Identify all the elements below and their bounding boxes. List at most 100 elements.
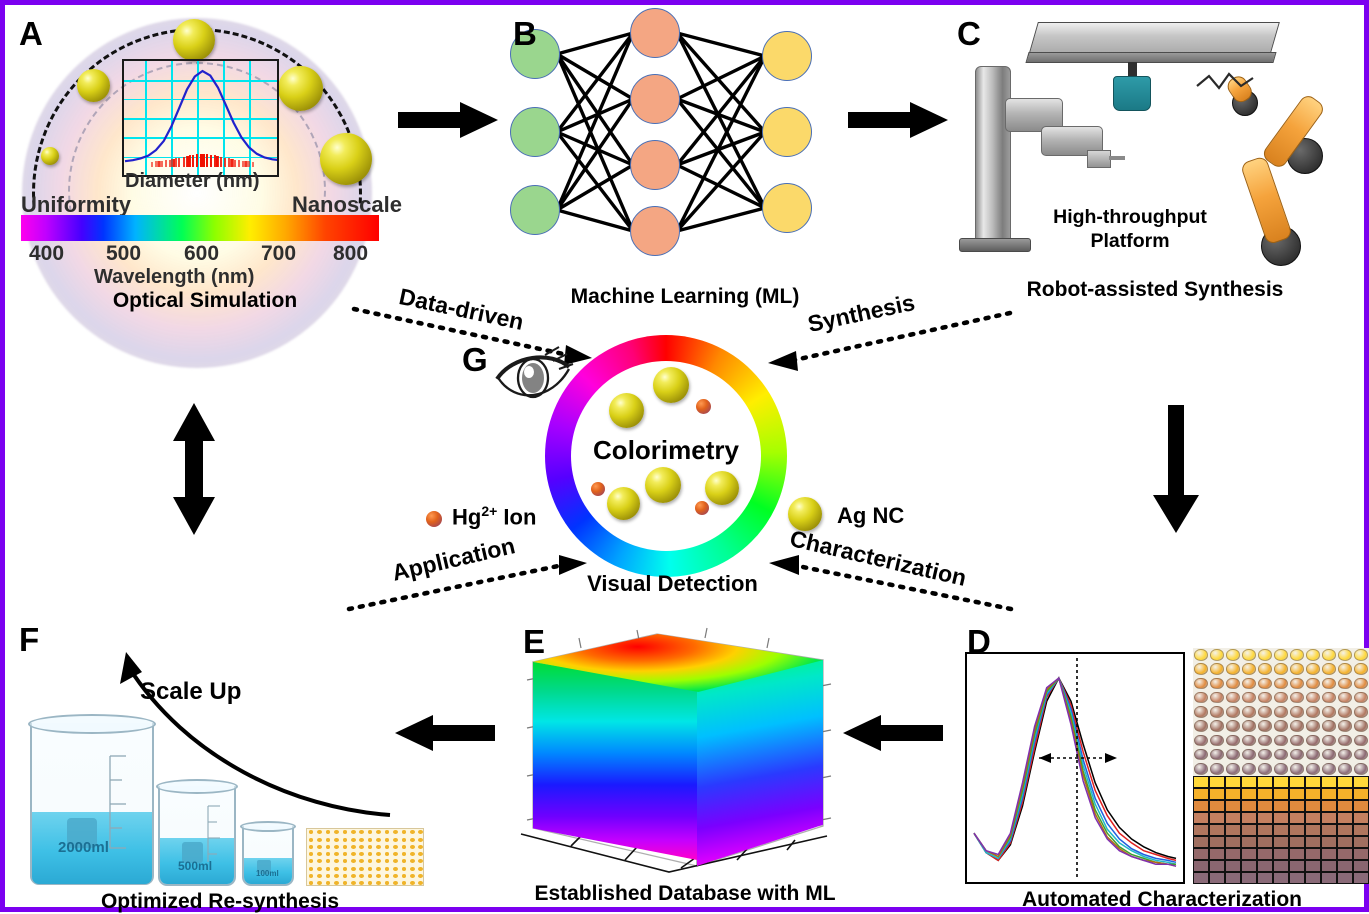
rug-tick	[202, 154, 205, 167]
plate-well	[1338, 706, 1352, 718]
microarray-dot	[342, 881, 348, 885]
beaker-medium-volume: 500ml	[178, 859, 213, 873]
plate-swatch	[1305, 788, 1321, 800]
plate-well	[1290, 720, 1304, 732]
plate-well	[1338, 691, 1352, 704]
hidden-layer-node-4	[630, 206, 680, 256]
microarray-dot	[367, 844, 373, 849]
network-edge	[675, 55, 767, 232]
legend-hg-main: Hg	[452, 504, 482, 530]
microarray-dot	[359, 866, 365, 871]
plate-well	[1290, 691, 1304, 704]
rug-tick	[199, 154, 202, 167]
rug-tick	[234, 159, 237, 167]
plate-color-swatches	[1193, 776, 1369, 884]
microarray-dot	[401, 844, 407, 849]
microarray-dot	[376, 844, 381, 849]
beaker-large-stirbar	[67, 818, 97, 848]
rug-tick	[164, 160, 167, 167]
microarray-dot	[367, 881, 373, 885]
spectrum-trace-7	[973, 676, 1177, 867]
plate-well	[1242, 691, 1256, 704]
microarray-dot	[376, 852, 381, 857]
plate-swatch	[1241, 848, 1257, 860]
microarray-dot	[359, 844, 365, 849]
microarray-dot	[325, 866, 331, 871]
legend-hg-ion-label: Hg2+ Ion	[452, 503, 536, 530]
plate-swatch	[1193, 824, 1209, 836]
plate-well	[1290, 734, 1304, 747]
microarray-dot	[334, 881, 339, 885]
network-edge	[555, 53, 635, 232]
network-edges	[555, 31, 767, 233]
plate-swatch	[1241, 860, 1257, 872]
plate-well	[1290, 762, 1304, 775]
plate-well	[1306, 748, 1320, 761]
plate-well	[1290, 663, 1304, 676]
plate-well	[1306, 762, 1320, 775]
plate-well	[1354, 706, 1368, 718]
plate-well	[1354, 762, 1368, 775]
network-edge	[676, 31, 766, 58]
nanosphere-4	[278, 66, 323, 111]
plate-swatch	[1337, 788, 1353, 800]
inset-xlabel: Diameter (nm)	[125, 170, 260, 192]
microarray-chip	[306, 828, 424, 886]
microarray-dot	[317, 873, 322, 878]
panel-f-caption: Optimized Re-synthesis	[100, 890, 340, 913]
microarray-dot	[342, 830, 348, 835]
colorbar-xlabel: Wavelength (nm)	[94, 266, 255, 288]
panel-c-caption: Robot-assisted Synthesis	[1026, 278, 1284, 301]
arrow-a-to-f-bidirectional	[173, 403, 215, 535]
microarray-dot	[393, 837, 398, 842]
rug-tick	[168, 159, 171, 167]
panel-g-caption: Visual Detection	[587, 571, 758, 596]
microarray-dot	[350, 881, 356, 885]
plate-well	[1274, 734, 1288, 747]
plate-well	[1306, 691, 1320, 704]
center-ag-nc-3	[645, 467, 681, 503]
plate-well	[1322, 720, 1336, 732]
microarray-dot	[334, 859, 339, 864]
plate-well	[1354, 649, 1368, 661]
plate-well	[1194, 649, 1208, 661]
microarray-dot	[384, 873, 390, 878]
plate-well	[1194, 677, 1208, 690]
rug-tick	[231, 159, 234, 167]
eye-icon	[495, 346, 574, 399]
microarray-dot	[317, 852, 322, 857]
nanosphere-2	[77, 69, 110, 102]
plate-swatch	[1225, 872, 1241, 884]
plate-swatch	[1193, 836, 1209, 848]
plate-well	[1258, 748, 1272, 761]
plate-swatch	[1193, 860, 1209, 872]
microarray-dot	[409, 866, 415, 871]
microarray-dot	[367, 859, 373, 864]
panel-e-caption: Established Database with ML	[534, 882, 836, 905]
plate-well	[1226, 734, 1240, 747]
plate-well	[1338, 649, 1352, 661]
colorimetry-label: Colorimetry	[593, 435, 739, 465]
network-edge	[675, 31, 767, 134]
plate-swatch	[1321, 824, 1337, 836]
microarray-dot	[393, 873, 398, 878]
plate-swatch	[1337, 836, 1353, 848]
connector-characterization-arrow	[769, 555, 1014, 612]
plate-well	[1290, 748, 1304, 761]
plate-well	[1322, 663, 1336, 676]
plate-swatch	[1353, 848, 1369, 860]
colorbar-tick-600: 600	[184, 242, 220, 265]
hidden-layer-node-2	[630, 74, 680, 124]
legend-ag-nc-label: Ag NC	[837, 503, 905, 528]
plate-swatch	[1289, 824, 1305, 836]
plate-well	[1258, 762, 1272, 775]
microarray-dot	[393, 881, 398, 885]
microarray-dot	[418, 859, 423, 864]
plate-swatch	[1337, 860, 1353, 872]
panel-f-resynthesis: Scale Up 2000ml 500ml	[10, 620, 450, 913]
plate-swatch	[1241, 788, 1257, 800]
plate-well	[1226, 748, 1240, 761]
panel-e-database: Established Database with ML	[475, 620, 895, 910]
legend-hg-ion-swatch	[426, 511, 442, 527]
microarray-dot	[325, 873, 331, 878]
